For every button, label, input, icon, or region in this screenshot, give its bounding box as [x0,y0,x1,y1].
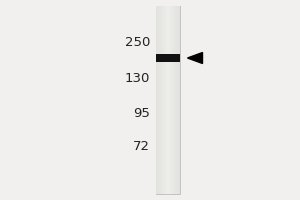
Text: 95: 95 [133,107,150,120]
Bar [178,6,179,194]
Bar [156,6,157,194]
Text: 72: 72 [133,140,150,152]
Bar [175,6,176,194]
Bar [157,6,158,194]
Bar [160,6,161,194]
Bar [161,6,162,194]
Text: 130: 130 [124,72,150,84]
Bar [156,52,180,53]
Bar [179,6,180,194]
Text: 250: 250 [124,36,150,48]
Bar [162,6,163,194]
Bar [172,6,173,194]
Bar [156,53,180,54]
Bar [167,6,168,194]
Bar [176,6,178,194]
Bar [169,6,170,194]
Bar [166,6,167,194]
Bar [170,6,172,194]
Bar [156,54,180,62]
Bar [174,6,175,194]
Bar [164,6,166,194]
Polygon shape [188,52,202,64]
Bar [156,6,180,194]
Bar [158,6,160,194]
Bar [168,6,169,194]
Bar [173,6,174,194]
Bar [163,6,164,194]
